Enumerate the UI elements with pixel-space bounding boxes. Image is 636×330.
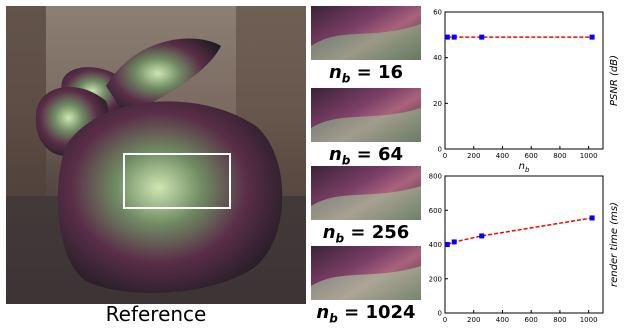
y-tick-label: 0: [438, 310, 442, 318]
x-tick-label: 800: [553, 152, 566, 160]
data-point: [479, 233, 485, 239]
x-tick-label: 600: [524, 152, 537, 160]
y-tick-label: 40: [433, 54, 442, 62]
data-point: [479, 34, 485, 40]
x-tick-label: 400: [496, 152, 509, 160]
y-tick-label: 800: [429, 173, 442, 181]
x-axis-label: nb: [519, 325, 530, 327]
x-tick-label: 200: [467, 316, 480, 324]
data-point: [444, 34, 450, 40]
y-tick-label: 400: [429, 241, 442, 249]
reference-render: [6, 6, 306, 304]
y-tick-label: 600: [429, 207, 442, 215]
x-tick-label: 0: [443, 316, 447, 324]
data-point: [444, 242, 450, 247]
data-point: [451, 239, 457, 245]
x-tick-label: 200: [467, 152, 480, 160]
plot-frame: [444, 11, 604, 150]
y-axis-label: render time (ms): [609, 202, 620, 287]
x-tick-label: 1000: [580, 152, 598, 160]
y-tick-label: 200: [429, 275, 442, 283]
reference-caption: Reference: [105, 302, 207, 326]
bunny-scene: [6, 6, 306, 304]
series-line: [447, 217, 593, 246]
plot-frame: [444, 175, 604, 314]
render-time-chart: 0 200 400 600 800 1000 0 200 400 600 800 nb render t…: [429, 173, 620, 328]
tile-label-1024: nb = 1024: [316, 302, 416, 326]
x-tick-label: 800: [553, 316, 566, 324]
data-point: [589, 34, 595, 40]
data-point: [451, 34, 457, 40]
x-tick-label: 400: [496, 316, 509, 324]
crop-tile-16: [311, 6, 421, 60]
x-tick-label: 1000: [580, 316, 598, 324]
y-tick-label: 20: [433, 100, 442, 108]
y-axis-label: PSNR (dB): [609, 55, 620, 106]
y-tick-label: 0: [438, 146, 442, 154]
tile-label-256: nb = 256: [322, 222, 410, 246]
psnr-chart: 0 200 400 600 800 1000 0 20 40 60 nb PSNR (dB): [433, 9, 620, 175]
y-tick-label: 60: [433, 9, 442, 17]
x-tick-label: 0: [443, 152, 447, 160]
x-tick-label: 600: [524, 316, 537, 324]
tile-label-64: nb = 64: [328, 144, 404, 168]
crop-tile-256: [311, 166, 421, 220]
crop-tile-64: [311, 88, 421, 142]
crop-region-box: [123, 153, 231, 209]
crop-tile-1024: [311, 246, 421, 300]
x-axis-label: nb: [519, 161, 530, 174]
charts: 0 200 400 600 800 1000 0 20 40 60 nb PSNR (dB) 0 200…: [429, 9, 620, 328]
data-point: [589, 215, 595, 221]
tile-label-16: nb = 16: [328, 62, 404, 86]
